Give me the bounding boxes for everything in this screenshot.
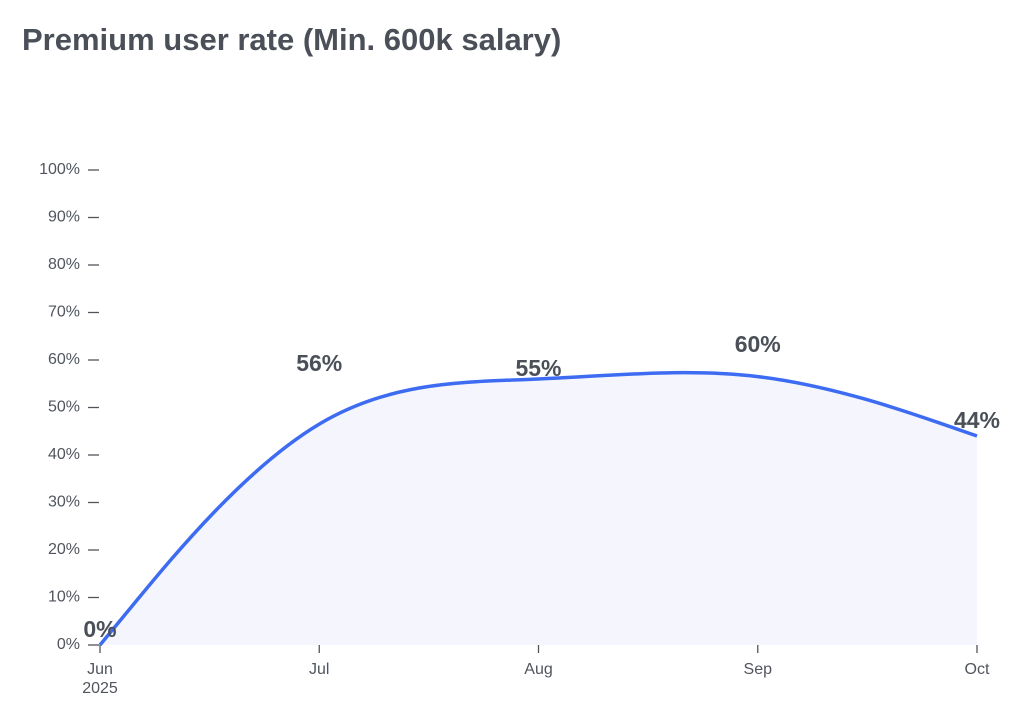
data-label: 0% [83, 616, 116, 642]
y-tick-label: 20% [48, 541, 80, 558]
data-label: 55% [515, 355, 561, 381]
data-label: 44% [954, 407, 1000, 433]
y-tick-label: 70% [48, 304, 80, 321]
x-tick-label: Jun [87, 661, 113, 678]
x-tick-label: Sep [744, 661, 773, 678]
x-tick-label: Aug [524, 661, 552, 678]
area [100, 372, 977, 645]
x-tick-sublabel: 2025 [82, 680, 118, 697]
data-label: 60% [735, 331, 781, 357]
y-tick-label: 40% [48, 446, 80, 463]
y-tick-label: 10% [48, 589, 80, 606]
data-label: 56% [296, 350, 342, 376]
y-tick-label: 0% [57, 636, 80, 653]
line [98, 370, 978, 647]
x-tick-label: Jul [309, 661, 329, 678]
chart-title: Premium user rate (Min. 600k salary) [22, 22, 561, 57]
y-tick-label: 90% [48, 209, 80, 226]
y-tick-label: 100% [39, 161, 80, 178]
y-tick-label: 80% [48, 256, 80, 273]
y-tick-label: 60% [48, 351, 80, 368]
y-tick-label: 50% [48, 399, 80, 416]
x-tick-label: Oct [965, 661, 990, 678]
y-tick-label: 30% [48, 494, 80, 511]
